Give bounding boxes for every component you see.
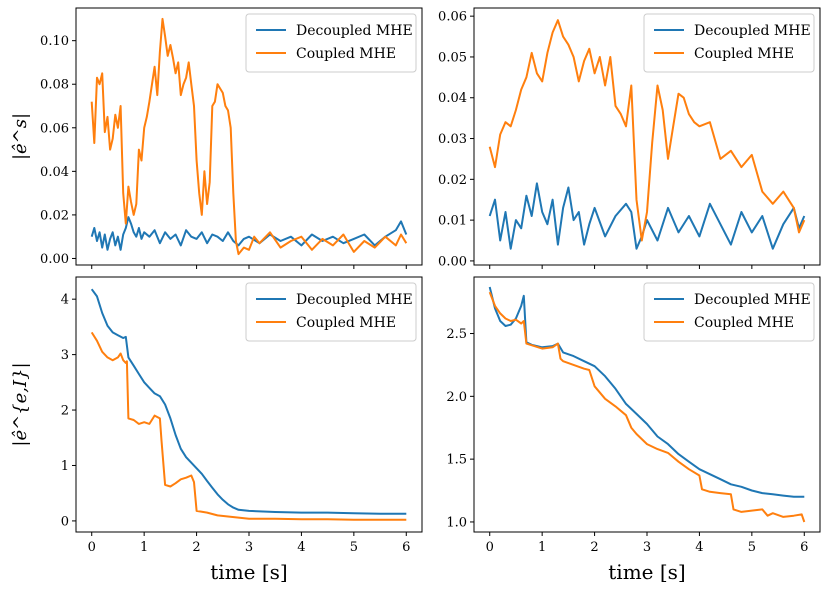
series-line-coupled xyxy=(488,19,806,242)
x-tick-label: 3 xyxy=(643,540,651,555)
series-line-coupled xyxy=(488,291,806,523)
legend-entry: Decoupled MHE xyxy=(296,23,413,39)
legend-box xyxy=(245,282,417,342)
x-tick-label: 2 xyxy=(192,540,200,555)
legend-entry: Coupled MHE xyxy=(296,315,396,331)
y-tick-label: 0.06 xyxy=(40,121,69,136)
series-line-decoupled xyxy=(90,216,408,251)
panel-bottom-left: 0 1 2 3 4 5 6 0 1 2 3 4 Decoupled MHE Coupled MHE time… xyxy=(61,276,423,584)
y-tick-label: 1.0 xyxy=(446,515,467,530)
legend-entry: Coupled MHE xyxy=(694,46,794,62)
y-tick-label: 0.08 xyxy=(40,78,69,93)
x-tick-label: 1 xyxy=(538,540,546,555)
series-group xyxy=(488,286,806,523)
y-tick-label: 0.02 xyxy=(40,208,69,223)
series-line-coupled xyxy=(90,17,408,256)
series-line-decoupled xyxy=(488,286,805,498)
legend-entry: Coupled MHE xyxy=(694,315,794,331)
legend: Decoupled MHE Coupled MHE xyxy=(245,282,417,342)
y-tick-label: 0.06 xyxy=(438,10,467,25)
series-line-decoupled xyxy=(90,288,407,515)
legend-box xyxy=(245,13,417,73)
panel-top-left: 0.00 0.02 0.04 0.06 0.08 0.10 Decoupled MHE Cou… xyxy=(40,7,423,269)
series-line-coupled xyxy=(90,331,407,521)
y-tick-label: 0.04 xyxy=(40,165,69,180)
y-tick-label: 0.00 xyxy=(40,252,69,267)
y-axis-label: |ê^s| xyxy=(10,113,31,160)
legend: Decoupled MHE Coupled MHE xyxy=(245,13,417,73)
x-tick-label: 4 xyxy=(297,540,305,555)
y-tick-label: 2 xyxy=(61,404,69,419)
y-tick-label: 4 xyxy=(61,293,69,308)
legend-entry: Decoupled MHE xyxy=(694,292,811,308)
x-tick-label: 3 xyxy=(245,540,253,555)
series-group xyxy=(90,17,408,256)
y-tick-label: 0.00 xyxy=(438,254,467,269)
x-tick-label: 6 xyxy=(402,540,410,555)
y-tick-label: 0.10 xyxy=(40,34,69,49)
x-axis-label: time [s] xyxy=(608,560,685,584)
y-tick-label: 0.03 xyxy=(438,132,467,147)
x-tick-label: 1 xyxy=(140,540,148,555)
series-group xyxy=(488,19,806,250)
y-axis-label: |ê^{e,I}| xyxy=(10,362,31,446)
legend-entry: Decoupled MHE xyxy=(296,292,413,308)
series-line-decoupled xyxy=(488,182,806,250)
x-tick-label: 0 xyxy=(88,540,96,555)
y-tick-label: 0.05 xyxy=(438,50,467,65)
legend-entry: Decoupled MHE xyxy=(694,23,811,39)
y-tick-label: 1 xyxy=(61,459,69,474)
y-tick-label: 2.5 xyxy=(446,327,467,342)
x-axis-label: time [s] xyxy=(210,560,287,584)
legend-box xyxy=(643,13,815,73)
x-tick-label: 5 xyxy=(350,540,358,555)
x-tick-label: 4 xyxy=(695,540,703,555)
legend-entry: Coupled MHE xyxy=(296,46,396,62)
y-tick-label: 2.0 xyxy=(446,390,467,405)
x-tick-label: 2 xyxy=(590,540,598,555)
y-tick-label: 0.02 xyxy=(438,173,467,188)
y-tick-label: 0 xyxy=(61,514,69,529)
x-tick-label: 0 xyxy=(486,540,494,555)
panel-bottom-right: 0 1 2 3 4 5 6 1.0 1.5 2.0 2.5 Decoupled MHE Coupled … xyxy=(446,276,821,584)
legend: Decoupled MHE Coupled MHE xyxy=(643,13,815,73)
series-group xyxy=(90,288,407,521)
x-tick-label: 5 xyxy=(748,540,756,555)
legend-box xyxy=(643,282,815,342)
panel-top-right: 0.00 0.01 0.02 0.03 0.04 0.05 0.06 Decoupled MH… xyxy=(438,7,821,269)
y-tick-label: 0.01 xyxy=(438,214,467,229)
y-tick-label: 1.5 xyxy=(446,453,467,468)
y-tick-label: 3 xyxy=(61,348,69,363)
legend: Decoupled MHE Coupled MHE xyxy=(643,282,815,342)
y-tick-label: 0.04 xyxy=(438,91,467,106)
x-tick-label: 6 xyxy=(800,540,808,555)
